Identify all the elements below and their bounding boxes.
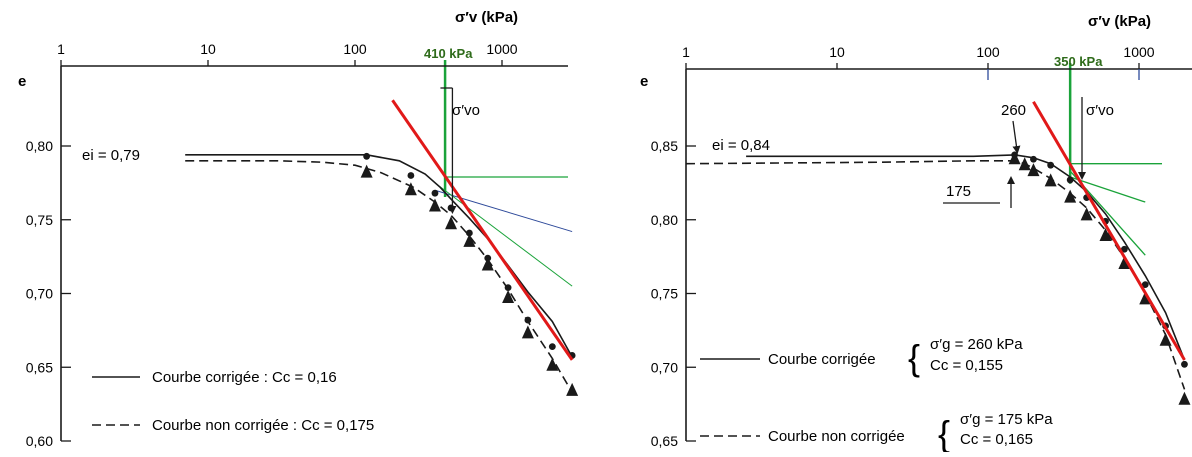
- right-series-uncorrected-line: [685, 160, 1186, 390]
- left-legend-solid: Courbe corrigée : Cc = 0,16: [152, 369, 337, 386]
- right-ytick-label-3: 0,70: [651, 359, 678, 375]
- left-series-uncorrected-line: [185, 160, 573, 393]
- right-preconsolidation-label: 350 kPa: [1054, 54, 1103, 69]
- chart-left: 1 10 100 1000 0,80 0,75 0,70 0,65 0,60 σ′v (kPa)…: [18, 9, 579, 449]
- right-red-tangent: [1032, 100, 1186, 361]
- right-sigma-vo-label: σ′vo: [1086, 102, 1114, 119]
- right-legend-dashed-sg: σ′g = 175 kPa: [960, 411, 1053, 428]
- right-uncorrected-point-5: [1080, 207, 1093, 221]
- left-corrected-point-3: [447, 204, 455, 212]
- right-arrow-260-label: 260: [1001, 102, 1026, 119]
- left-red-tangent: [391, 99, 574, 361]
- right-green-line-1: [1069, 176, 1146, 203]
- right-ytick-label-0: 0,85: [651, 138, 678, 154]
- right-xlabel: σ′v (kPa): [1088, 13, 1151, 30]
- right-xtick-label-3: 1000: [1123, 44, 1154, 60]
- left-uncorrected-point-9: [566, 382, 579, 396]
- left-uncorrected-point-6: [502, 289, 515, 303]
- right-arrow-175-label: 175: [946, 183, 971, 200]
- left-xtick-label-3: 1000: [486, 41, 517, 57]
- right-uncorrected-point-1: [1018, 157, 1031, 171]
- right-arrow-260: [1012, 120, 1021, 154]
- right-corrected-point-2: [1047, 161, 1055, 169]
- left-ylabel: e: [18, 73, 26, 90]
- left-ytick-label-3: 0,65: [26, 359, 53, 375]
- chart-right: 1 10 100 1000 0,85 0,80 0,75 0,70 0,65 σ′v (kPa)…: [640, 13, 1192, 454]
- left-uncorrected-point-8: [546, 357, 559, 371]
- left-ytick-label-1: 0,75: [26, 212, 53, 228]
- right-uncorrected-point-8: [1139, 291, 1152, 305]
- left-uncorrected-point-4: [463, 233, 476, 247]
- right-legend-solid-cc: Cc = 0,155: [930, 357, 1003, 374]
- right-ytick-label-2: 0,75: [651, 286, 678, 302]
- left-uncorrected-point-2: [428, 198, 441, 212]
- right-uncorrected-point-7: [1118, 256, 1131, 270]
- left-green-bisector: [434, 182, 573, 287]
- left-sigma-vo-label: σ′vo: [452, 102, 480, 119]
- right-uncorrected-point-0: [1008, 151, 1021, 165]
- right-legend-dashed-cc: Cc = 0,165: [960, 431, 1033, 448]
- right-legend-solid-name: Courbe corrigée: [768, 351, 876, 368]
- left-corrected-point-4: [465, 229, 473, 237]
- right-xtick-label-0: 1: [682, 44, 690, 60]
- right-corrected-point-6: [1120, 245, 1128, 253]
- right-legend-solid-sg: σ′g = 260 kPa: [930, 336, 1023, 353]
- right-ytick-label-4: 0,65: [651, 433, 678, 449]
- right-uncorrected-point-4: [1064, 189, 1077, 203]
- left-uncorrected-point-3: [445, 216, 458, 230]
- right-legend-dashed-name: Courbe non corrigée: [768, 428, 905, 445]
- right-ytick-label-1: 0,80: [651, 212, 678, 228]
- left-blue-line: [434, 189, 573, 233]
- left-uncorrected-point-0: [360, 164, 373, 178]
- left-legend-dashed: Courbe non corrigée : Cc = 0,175: [152, 417, 374, 434]
- left-uncorrected-point-1: [404, 182, 417, 196]
- right-legend-dashed-brace: {: [938, 413, 950, 452]
- left-corrected-point-8: [548, 343, 556, 350]
- left-ei-label: ei = 0,79: [82, 147, 140, 164]
- left-uncorrected-point-5: [481, 257, 494, 271]
- left-series-corrected-line: [185, 154, 573, 358]
- right-corrected-point-9: [1181, 360, 1188, 368]
- right-corrected-point-3: [1066, 176, 1074, 184]
- left-xtick-label-2: 100: [343, 41, 367, 57]
- right-uncorrected-point-9: [1159, 332, 1172, 346]
- left-corrected-point-1: [407, 172, 415, 179]
- right-corrected-point-7: [1141, 281, 1149, 289]
- left-preconsolidation-label: 410 kPa: [424, 46, 473, 61]
- right-uncorrected-point-6: [1099, 228, 1112, 241]
- left-ytick-label-4: 0,60: [26, 433, 53, 449]
- left-corrected-point-0: [363, 152, 371, 160]
- right-ei-label: ei = 0,84: [712, 137, 770, 154]
- left-xtick-label-0: 1: [57, 41, 65, 57]
- right-xtick-label-2: 100: [976, 44, 1000, 60]
- right-uncorrected-point-2: [1027, 163, 1040, 177]
- right-uncorrected-point-10: [1178, 391, 1191, 405]
- left-corrected-point-2: [431, 189, 439, 197]
- right-xtick-label-1: 10: [829, 44, 845, 60]
- left-xtick-label-1: 10: [200, 41, 216, 57]
- right-legend-solid-brace: {: [908, 337, 920, 378]
- left-ytick-label-2: 0,70: [26, 286, 53, 302]
- left-xlabel: σ′v (kPa): [455, 9, 518, 26]
- right-corrected-point-1: [1030, 155, 1037, 163]
- right-uncorrected-point-3: [1044, 173, 1057, 187]
- left-uncorrected-point-7: [521, 325, 534, 339]
- left-ytick-label-0: 0,80: [26, 138, 53, 154]
- right-ylabel: e: [640, 73, 648, 90]
